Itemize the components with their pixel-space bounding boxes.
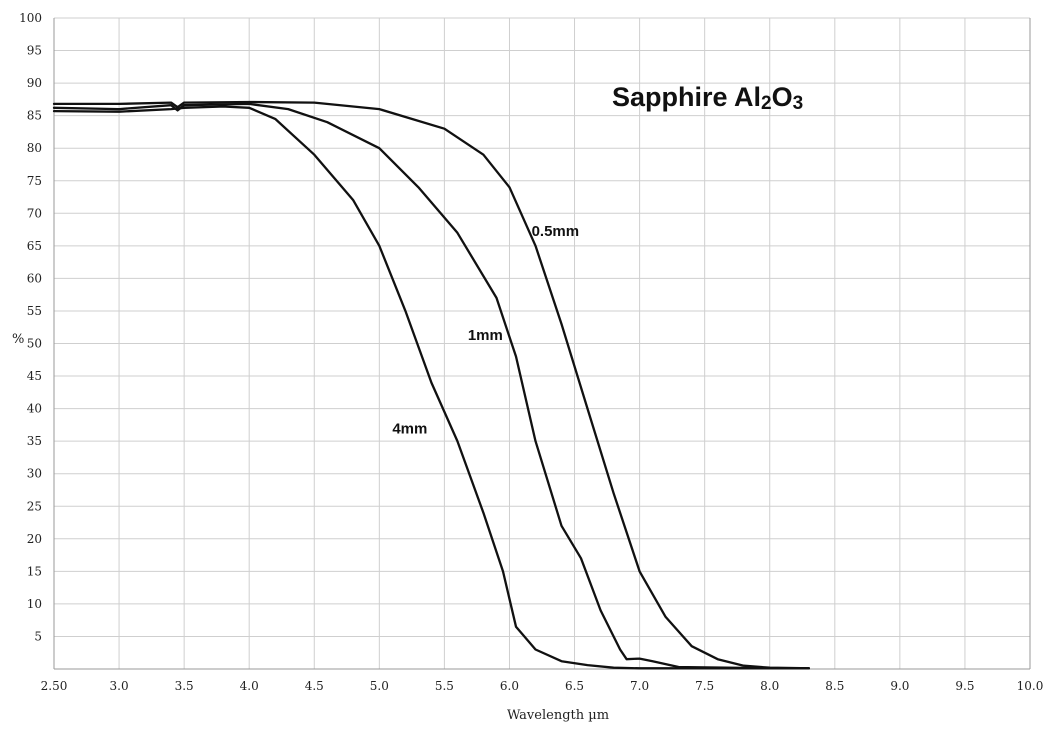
x-tick-label: 9.5 — [955, 679, 974, 693]
y-tick-label: 65 — [27, 239, 42, 253]
y-tick-label: 95 — [27, 44, 42, 58]
grid — [54, 17, 1031, 669]
series-line-1mm — [52, 102, 810, 670]
x-tick-label: 6.0 — [500, 679, 519, 693]
title-main: Sapphire Al — [612, 82, 761, 112]
x-tick-label: 10.0 — [1017, 679, 1044, 693]
y-tick-label: 5 — [34, 629, 42, 643]
title-subscript-1: 2 — [761, 93, 772, 114]
y-axis-title: % — [12, 332, 24, 347]
y-tick-label: 70 — [27, 206, 42, 220]
y-tick-label: 25 — [27, 499, 42, 513]
x-tick-label: 4.0 — [240, 679, 259, 693]
x-tick-label: 8.5 — [825, 679, 844, 693]
x-tick-label: 7.5 — [695, 679, 714, 693]
x-tick-label: 5.0 — [370, 679, 389, 693]
y-tick-label: 100 — [19, 11, 42, 25]
y-tick-label: 10 — [27, 597, 42, 611]
x-tick-label: 8.0 — [760, 679, 779, 693]
y-tick-label: 85 — [27, 109, 42, 123]
x-tick-label: 6.5 — [565, 679, 584, 693]
curve-label-1mm: 1mm — [468, 327, 503, 344]
series-line-4mm — [52, 105, 810, 670]
y-tick-label: 45 — [27, 369, 42, 383]
series-line-0.5mm — [52, 100, 810, 670]
x-tick-label: 3.5 — [175, 679, 194, 693]
y-tick-label: 80 — [27, 141, 42, 155]
y-tick-label: 90 — [27, 76, 42, 90]
curve-label-0.5mm: 0.5mm — [532, 223, 580, 240]
title-subscript-2: 3 — [793, 93, 804, 114]
x-tick-label: 7.0 — [630, 679, 649, 693]
chart-title: Sapphire Al2O3 — [612, 82, 803, 114]
y-tick-label: 50 — [27, 337, 42, 351]
y-tick-label: 30 — [27, 467, 42, 481]
x-tick-label: 9.0 — [890, 679, 909, 693]
curve-label-4mm: 4mm — [392, 420, 427, 437]
curve-labels: 0.5mm 1mm 4mm — [392, 223, 579, 437]
title-middle: O — [772, 82, 793, 112]
x-axis-title: Wavelength µm — [507, 708, 609, 723]
x-tick-label: 4.5 — [305, 679, 324, 693]
y-tick-label: 15 — [27, 564, 42, 578]
y-tick-label: 40 — [27, 402, 42, 416]
y-tick-label: 75 — [27, 174, 42, 188]
y-tick-label: 35 — [27, 434, 42, 448]
y-tick-label: 55 — [27, 304, 42, 318]
x-tick-label: 5.5 — [435, 679, 454, 693]
y-tick-label: 20 — [27, 532, 42, 546]
x-tick-label: 3.0 — [110, 679, 129, 693]
x-tick-label: 2.50 — [41, 679, 68, 693]
axes: 2.50 3.0 3.5 4.0 4.5 5.0 5.5 6.0 6.5 7.0 7.5 8.0 8.5… — [19, 11, 1043, 693]
y-tick-label: 60 — [27, 271, 42, 285]
series — [52, 100, 810, 670]
